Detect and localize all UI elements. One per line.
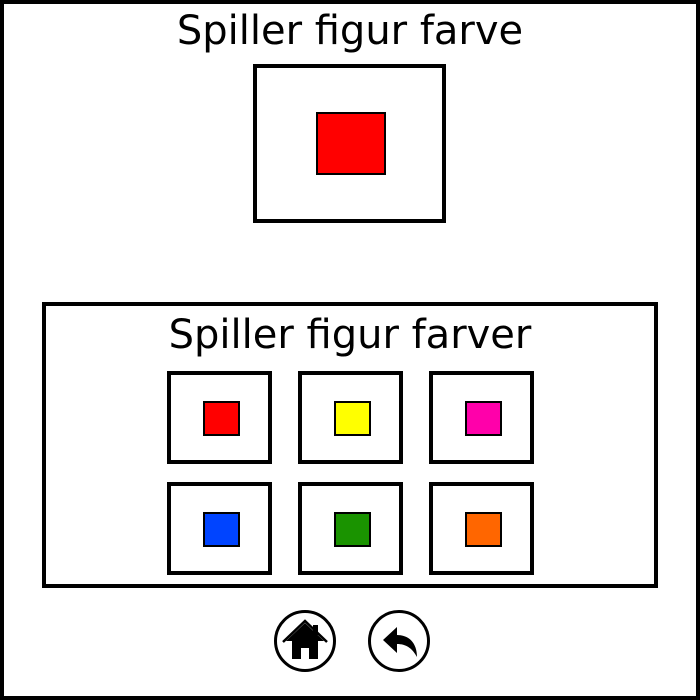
color-option-magenta[interactable] [429, 371, 534, 464]
color-swatch-red [203, 401, 240, 436]
home-button[interactable] [274, 610, 336, 672]
color-option-red[interactable] [167, 371, 272, 464]
color-swatch-orange [465, 512, 502, 547]
current-color-title: Spiller figur farve [0, 8, 700, 54]
color-options-title: Spiller figur farver [42, 312, 658, 358]
color-option-blue[interactable] [167, 482, 272, 575]
back-arrow-icon [371, 613, 427, 669]
back-button[interactable] [368, 610, 430, 672]
color-option-orange[interactable] [429, 482, 534, 575]
color-swatch-green [334, 512, 371, 547]
color-option-green[interactable] [298, 482, 403, 575]
color-options-panel: Spiller figur farver [42, 302, 658, 588]
color-swatch-yellow [334, 401, 371, 436]
current-color-swatch [316, 112, 386, 175]
home-icon [277, 613, 333, 669]
color-swatch-magenta [465, 401, 502, 436]
color-swatch-blue [203, 512, 240, 547]
current-color-display [253, 64, 446, 223]
color-option-yellow[interactable] [298, 371, 403, 464]
